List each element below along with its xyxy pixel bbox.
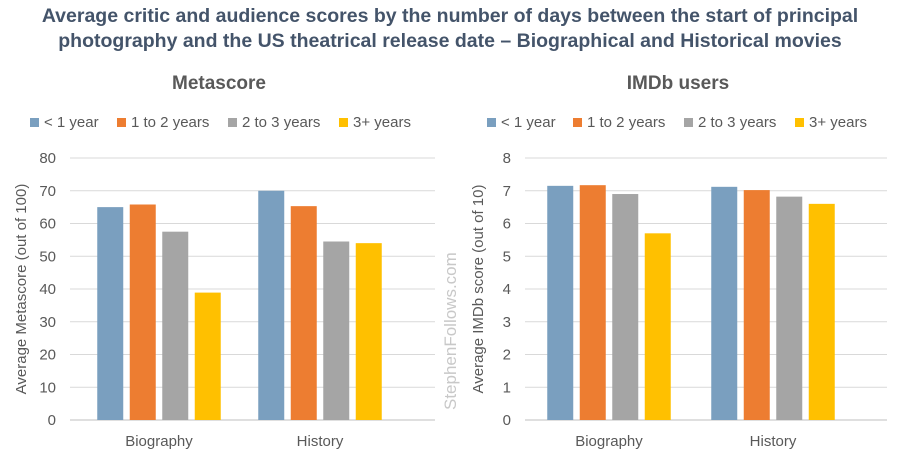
legend-swatch <box>573 118 582 127</box>
imdb-chart: IMDb users < 1 year 1 to 2 years 2 to 3 yea… <box>470 73 887 450</box>
legend-label: 3+ years <box>353 114 411 131</box>
bar-biography-series-3 <box>612 194 639 420</box>
legend-label: < 1 year <box>44 114 99 131</box>
bar-history-series-2 <box>743 190 770 420</box>
y-tick-label: 2 <box>503 347 511 364</box>
legend-label: < 1 year <box>501 114 556 131</box>
legend-swatch <box>30 118 39 127</box>
bar-biography-series-4 <box>644 233 671 420</box>
y-tick-label: 70 <box>39 183 56 200</box>
legend-swatch <box>795 118 804 127</box>
bar-biography-series-1 <box>97 207 124 420</box>
bar-biography-series-2 <box>579 185 606 420</box>
x-tick-label: History <box>750 433 797 450</box>
legend-swatch <box>117 118 126 127</box>
bar-history-series-1 <box>258 190 285 420</box>
title-line-2: photography and the US theatrical releas… <box>58 30 842 52</box>
y-tick-label: 7 <box>503 183 511 200</box>
y-tick-label: 1 <box>503 379 511 396</box>
bar-history-series-4 <box>355 243 382 420</box>
y-tick-label: 20 <box>39 347 56 364</box>
y-tick-label: 50 <box>39 248 56 265</box>
legend-label: 1 to 2 years <box>587 114 665 131</box>
y-tick-label: 4 <box>503 281 511 298</box>
bar-biography-series-4 <box>194 292 221 420</box>
chart-subtitle: IMDb users <box>627 73 729 94</box>
y-tick-label: 8 <box>503 150 511 167</box>
y-axis-label: Average Metascore (out of 100) <box>13 184 30 395</box>
legend-label: 2 to 3 years <box>698 114 776 131</box>
x-tick-label: History <box>297 433 344 450</box>
y-tick-label: 10 <box>39 379 56 396</box>
y-tick-label: 6 <box>503 216 511 233</box>
x-tick-label: Biography <box>125 433 193 450</box>
y-tick-label: 60 <box>39 216 56 233</box>
legend-swatch <box>684 118 693 127</box>
y-tick-label: 0 <box>48 412 56 429</box>
y-tick-label: 30 <box>39 314 56 331</box>
y-tick-label: 80 <box>39 150 56 167</box>
legend-swatch <box>339 118 348 127</box>
bar-biography-series-3 <box>162 231 189 420</box>
bar-history-series-3 <box>776 196 803 420</box>
legend-label: 3+ years <box>809 114 867 131</box>
title-line-1: Average critic and audience scores by th… <box>41 5 859 27</box>
bar-biography-series-2 <box>129 204 156 420</box>
y-tick-label: 3 <box>503 314 511 331</box>
y-tick-label: 40 <box>39 281 56 298</box>
y-axis-label: Average IMDb score (out of 10) <box>470 185 487 394</box>
metascore-chart: Metascore < 1 year 1 to 2 years 2 to 3 year… <box>13 73 435 450</box>
legend-label: 2 to 3 years <box>242 114 320 131</box>
y-tick-label: 0 <box>503 412 511 429</box>
bar-history-series-2 <box>290 206 317 420</box>
chart-subtitle: Metascore <box>172 73 266 94</box>
watermark-text: StephenFollows.com <box>441 252 460 410</box>
legend-label: 1 to 2 years <box>131 114 209 131</box>
chart-main-title: Average critic and audience scores by th… <box>0 4 900 54</box>
bar-history-series-1 <box>711 186 738 420</box>
x-tick-label: Biography <box>575 433 643 450</box>
bar-biography-series-1 <box>547 185 574 420</box>
legend-swatch <box>228 118 237 127</box>
bar-history-series-3 <box>323 241 350 420</box>
bar-history-series-4 <box>808 203 835 420</box>
y-tick-label: 5 <box>503 248 511 265</box>
legend-swatch <box>487 118 496 127</box>
